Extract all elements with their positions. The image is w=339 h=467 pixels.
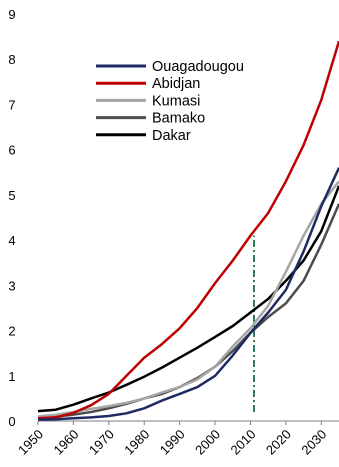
x-tick-label: 2000 (192, 427, 223, 458)
y-tick-label: 0 (8, 414, 15, 429)
x-tick-label: 2020 (263, 427, 294, 458)
y-tick-label: 9 (8, 7, 15, 22)
series-line-ouagadougou (37, 167, 339, 421)
y-axis-ticks: 0 1 2 3 4 5 6 7 8 9 (8, 7, 15, 429)
x-axis-ticks: 1950 1960 1970 1980 1990 2000 2010 2020 2030 (15, 421, 329, 458)
x-tick-label: 1970 (86, 427, 117, 458)
legend-label: Kumasi (152, 93, 200, 109)
x-tick-label: 1950 (15, 427, 46, 458)
legend-label: Bamako (152, 111, 205, 127)
series-line-kumasi (37, 180, 339, 418)
x-tick-label: 2010 (228, 427, 259, 458)
series-lines (37, 40, 339, 421)
x-tick-label: 1960 (50, 427, 81, 458)
x-tick-label: 2030 (298, 427, 329, 458)
series-line-abidjan (37, 40, 339, 420)
y-tick-label: 7 (8, 97, 15, 112)
y-tick-label: 3 (8, 278, 15, 293)
legend-label: Dakar (152, 128, 191, 144)
y-tick-label: 4 (8, 233, 15, 248)
x-tick-label: 1990 (157, 427, 188, 458)
legend-label: Abidjan (152, 76, 200, 92)
y-tick-label: 5 (8, 188, 15, 203)
y-tick-label: 2 (8, 324, 15, 339)
series-line-bamako (37, 203, 339, 420)
y-tick-label: 1 (8, 369, 15, 384)
series-line-dakar (37, 185, 339, 413)
x-tick-label: 1980 (121, 427, 152, 458)
y-tick-label: 6 (8, 143, 15, 158)
legend-label: Ouagadougou (152, 59, 244, 75)
y-tick-label: 8 (8, 52, 15, 67)
